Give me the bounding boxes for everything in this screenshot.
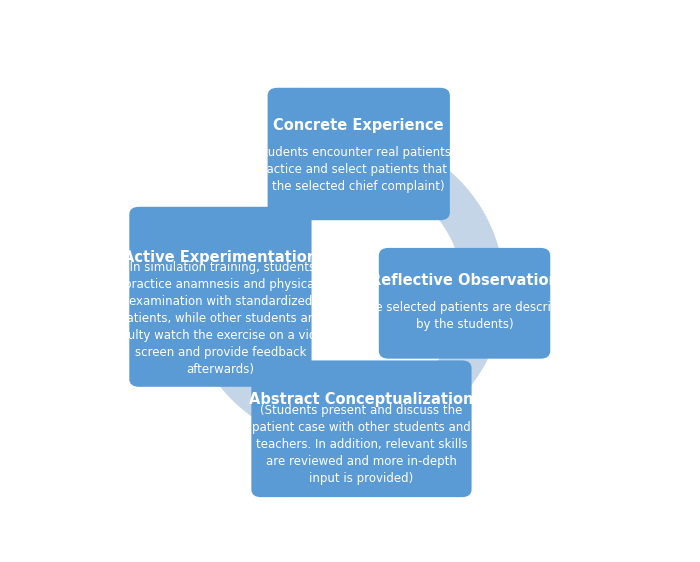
FancyBboxPatch shape [251,360,472,497]
Text: (Students present and discuss the
patient case with other students and
teachers.: (Students present and discuss the patien… [252,404,471,485]
Text: Concrete Experience: Concrete Experience [274,119,444,133]
FancyBboxPatch shape [130,207,312,387]
FancyBboxPatch shape [267,88,450,220]
Text: Active Experimentation: Active Experimentation [123,250,318,265]
Text: (In simulation training, students
practice anamnesis and physical
examination wi: (In simulation training, students practi… [110,261,331,375]
Text: Reflective Observation: Reflective Observation [370,273,559,288]
Text: Abstract Conceptualization: Abstract Conceptualization [249,392,474,407]
FancyBboxPatch shape [379,248,550,359]
Text: (The selected patients are described
by the students): (The selected patients are described by … [356,301,573,330]
Text: (Students encounter real patients in
practice and select patients that fit
the s: (Students encounter real patients in pra… [251,146,466,193]
